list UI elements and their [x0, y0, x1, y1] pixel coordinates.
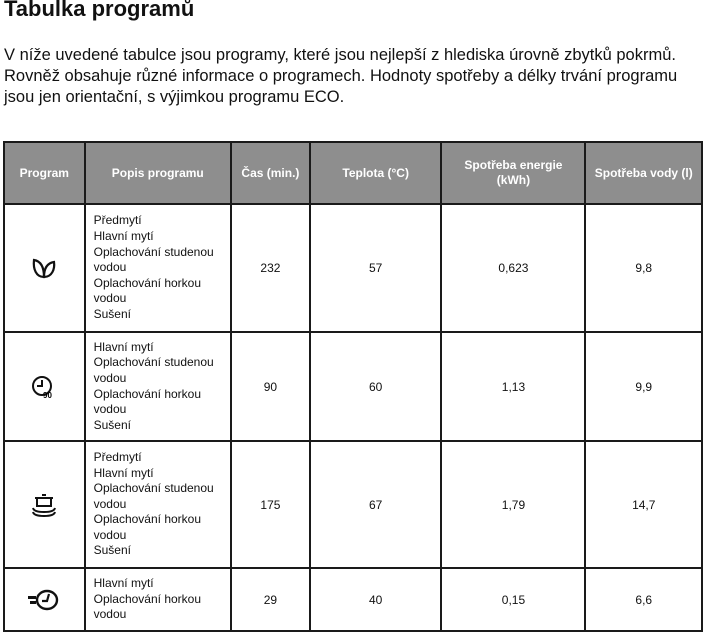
svg-text:90: 90	[43, 391, 52, 400]
temperature: 40	[308, 567, 443, 632]
description-line: Oplachování horkou	[93, 275, 202, 290]
energy: 0,15	[440, 567, 587, 632]
quick-clock-icon	[3, 567, 86, 632]
water: 9,9	[584, 331, 703, 442]
program-table: Program Popis programu Čas (min.) Teplot…	[3, 141, 703, 632]
description-line: Hlavní mytí	[93, 229, 154, 244]
header-program: Program	[3, 141, 86, 205]
intro-text: V níže uvedené tabulce jsou programy, kt…	[4, 46, 678, 106]
description-line: Předmytí	[93, 213, 142, 228]
description-line: Oplachování horkou	[93, 591, 202, 606]
table-row: Předmytí Hlavní mytí Oplachování studenou v…	[3, 203, 703, 333]
description-line: vodou	[93, 527, 127, 542]
pot-intensive-icon	[3, 440, 86, 569]
time: 29	[229, 567, 311, 632]
description-line: Sušení	[93, 306, 131, 321]
description: Předmytí Hlavní mytí Oplachování studenou v…	[83, 203, 232, 333]
table-row: Hlavní mytí Oplachování horkou vodou 29 40…	[3, 567, 703, 632]
description: Hlavní mytí Oplachování horkou vodou	[83, 567, 232, 632]
eco-leaf-icon	[3, 203, 86, 333]
description-line: Oplachování studenou	[93, 481, 214, 496]
header-time: Čas (min.)	[229, 141, 311, 205]
time: 90	[229, 331, 311, 442]
header-water: Spotřeba vody (l)	[584, 141, 703, 205]
energy: 0,623	[440, 203, 587, 333]
description-line: Sušení	[93, 543, 131, 558]
water: 6,6	[584, 567, 703, 632]
water: 9,8	[584, 203, 703, 333]
table-header: Program Popis programu Čas (min.) Teplot…	[3, 141, 703, 205]
temperature: 67	[308, 440, 443, 569]
description-line: Oplachování horkou	[93, 386, 202, 401]
header-temperature: Teplota (°C)	[308, 141, 443, 205]
description-line: vodou	[93, 496, 127, 511]
description-line: Oplachování studenou	[93, 355, 214, 370]
description-line: vodou	[93, 260, 127, 275]
description-line: Oplachování horkou	[93, 512, 202, 527]
description-line: Hlavní mytí	[93, 339, 154, 354]
header-energy: Spotřeba energie (kWh)	[440, 141, 587, 205]
description-line: Sušení	[93, 417, 131, 432]
table-row: 90 Hlavní mytí Oplachování studenou vodou O…	[3, 331, 703, 442]
water: 14,7	[584, 440, 703, 569]
description-line: vodou	[93, 402, 127, 417]
page-title: Tabulka programů	[4, 0, 195, 21]
time: 175	[229, 440, 311, 569]
energy: 1,13	[440, 331, 587, 442]
description: Předmytí Hlavní mytí Oplachování studenou v…	[83, 440, 232, 569]
header-description: Popis programu	[83, 141, 232, 205]
description: Hlavní mytí Oplachování studenou vodou Opla…	[83, 331, 232, 442]
table-row: Předmytí Hlavní mytí Oplachování studenou v…	[3, 440, 703, 569]
energy: 1,79	[440, 440, 587, 569]
description-line: Oplachování studenou	[93, 244, 214, 259]
description-line: vodou	[93, 291, 127, 306]
description-line: vodou	[93, 607, 127, 622]
clock-90-icon: 90	[3, 331, 86, 442]
temperature: 57	[308, 203, 443, 333]
description-line: Hlavní mytí	[93, 465, 154, 480]
temperature: 60	[308, 331, 443, 442]
description-line: Předmytí	[93, 449, 142, 464]
description-line: Hlavní mytí	[93, 576, 154, 591]
time: 232	[229, 203, 311, 333]
description-line: vodou	[93, 370, 127, 385]
